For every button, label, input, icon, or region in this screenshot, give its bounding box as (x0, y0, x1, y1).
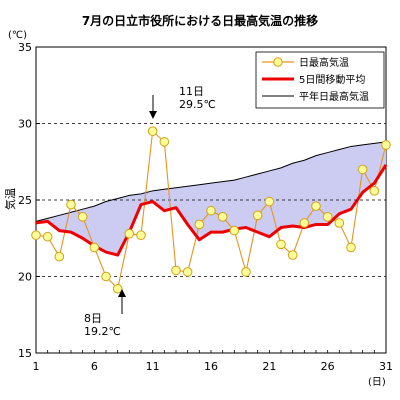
daily-max-point-16 (206, 205, 216, 216)
x-tick-label-11: 11 (146, 360, 160, 373)
x-tick-label-16: 16 (204, 360, 218, 373)
legend-daily-max-label: 日最高気温 (299, 56, 349, 69)
legend-normal-label: 平年日最高気温 (299, 90, 369, 103)
daily-max-point-17 (217, 212, 228, 222)
daily-max-point-4 (66, 199, 76, 210)
daily-max-point-2 (42, 231, 53, 242)
daily-max-point-23 (287, 250, 298, 260)
daily-max-point-7 (101, 271, 111, 282)
annotation-max-day: 11日 (179, 85, 204, 98)
annotation-max: 11日 29.5℃ (149, 85, 216, 119)
daily-max-point-5 (77, 212, 88, 222)
annotation-max-arrowhead (149, 111, 157, 119)
x-tick-label-21: 21 (262, 360, 276, 373)
daily-max-point-9 (124, 228, 135, 239)
x-tick-label-1: 1 (33, 360, 40, 373)
normal-max-line (35, 141, 387, 222)
x-axis-unit: (日) (368, 377, 386, 388)
daily-max-point-11 (147, 126, 158, 136)
daily-max-point-29 (357, 164, 368, 175)
daily-max-point-8 (112, 283, 123, 294)
daily-max-point-22 (276, 239, 286, 250)
daily-max-point-26 (322, 212, 333, 222)
y-tick-label-15: 15 (18, 347, 32, 360)
daily-max-point-25 (311, 201, 321, 211)
annotation-min-arrowhead (118, 289, 126, 297)
daily-max-point-20 (252, 210, 263, 221)
annotation-max-value: 29.5℃ (179, 98, 216, 111)
daily-max-point-6 (89, 242, 100, 253)
daily-max-point-31 (381, 140, 391, 150)
y-axis-ticks: 15 20 25 30 35 (18, 41, 40, 360)
x-tick-label-31: 31 (379, 360, 393, 373)
y-tick-label-25: 25 (18, 194, 32, 207)
daily-max-point-10 (136, 230, 146, 240)
y-tick-label-20: 20 (18, 271, 32, 284)
x-axis-ticks: 1 6 11 16 21 26 31 (33, 350, 393, 373)
x-tick-label-26: 26 (321, 360, 335, 373)
y-axis-unit: (℃) (8, 30, 27, 41)
daily-max-point-21 (264, 196, 275, 207)
chart-title: 7月の日立市役所における日最高気温の推移 (82, 13, 318, 28)
daily-max-point-14 (182, 267, 193, 277)
y-axis-label: 気温 (3, 188, 17, 210)
legend-moving-avg-label: 5日間移動平均 (299, 73, 365, 86)
daily-max-point-15 (194, 219, 205, 230)
daily-max-point-13 (171, 265, 181, 276)
daily-max-point-3 (54, 251, 65, 262)
annotation-min-day: 8日 (84, 312, 102, 325)
daily-max-point-19 (241, 267, 251, 277)
daily-max-markers (31, 126, 391, 294)
daily-max-point-27 (334, 218, 345, 228)
daily-max-point-28 (346, 242, 356, 253)
daily-max-point-12 (159, 137, 170, 147)
y-tick-label-35: 35 (18, 41, 32, 54)
y-tick-label-30: 30 (18, 118, 32, 131)
daily-max-point-24 (299, 218, 310, 228)
x-tick-label-6: 6 (91, 360, 98, 373)
annotation-min: 8日 19.2℃ (84, 289, 126, 338)
daily-max-point-1 (31, 230, 41, 240)
daily-max-point-18 (229, 225, 240, 236)
legend: 日最高気温 5日間移動平均 平年日最高気温 (255, 51, 385, 109)
daily-max-point-30 (369, 186, 380, 196)
legend-daily-max-marker (273, 57, 283, 67)
annotation-min-value: 19.2℃ (84, 325, 121, 338)
gridlines (36, 123, 386, 277)
